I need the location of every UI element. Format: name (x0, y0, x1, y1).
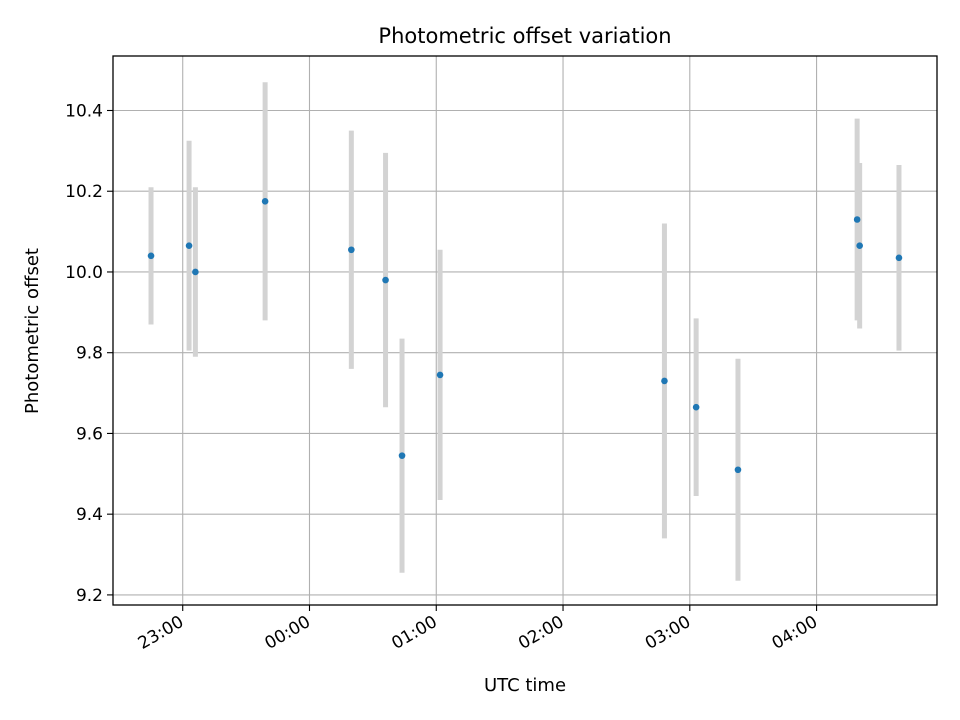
y-tick-label: 9.4 (76, 505, 103, 525)
data-point (348, 246, 355, 254)
y-tick-label: 10.4 (65, 101, 103, 121)
data-points (147, 198, 903, 474)
data-point (692, 403, 700, 411)
data-point (734, 466, 742, 474)
y-tick-label: 10.0 (65, 263, 103, 283)
y-axis: 9.2 9.4 9.6 9.8 10.0 10.2 10.4 (65, 101, 113, 606)
x-axis-label: UTC time (484, 675, 566, 696)
data-point (192, 268, 199, 276)
grid (113, 56, 937, 605)
data-point (436, 371, 444, 379)
y-tick-label: 9.2 (76, 586, 103, 606)
data-point (382, 276, 389, 284)
data-point (661, 377, 668, 385)
data-point (261, 198, 269, 205)
data-point (895, 254, 903, 262)
y-tick-label: 9.6 (76, 424, 103, 444)
chart-title: Photometric offset variation (378, 24, 671, 48)
data-point (185, 242, 193, 250)
y-tick-label: 10.2 (65, 182, 103, 202)
data-point (856, 242, 863, 250)
data-point (147, 252, 155, 260)
data-point (853, 216, 861, 223)
y-axis-label: Photometric offset (22, 248, 43, 414)
data-point (398, 452, 406, 459)
plot-frame (112, 55, 938, 606)
y-tick-label: 9.8 (76, 344, 103, 364)
